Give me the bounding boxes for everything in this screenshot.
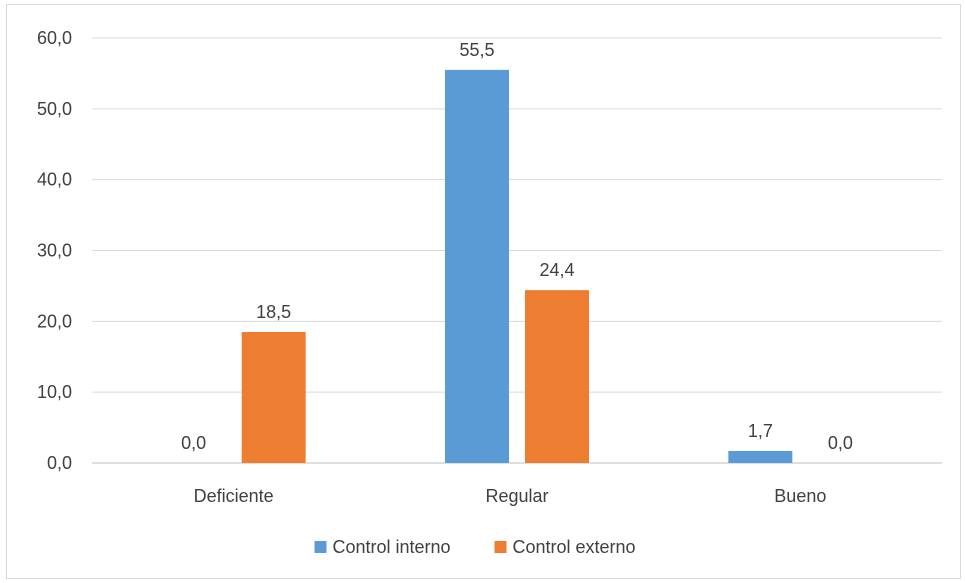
bar-control-interno-regular bbox=[445, 69, 509, 463]
legend-label: Control interno bbox=[333, 537, 451, 557]
data-label: 0,0 bbox=[828, 433, 853, 453]
y-tick-label: 0,0 bbox=[47, 453, 72, 473]
data-label: 0,0 bbox=[181, 433, 206, 453]
data-label: 55,5 bbox=[459, 40, 494, 60]
x-tick-label: Bueno bbox=[774, 486, 826, 506]
y-tick-label: 30,0 bbox=[37, 241, 72, 261]
x-tick-label: Regular bbox=[485, 486, 548, 506]
legend-swatch-control-interno bbox=[314, 541, 327, 553]
legend-swatch-control-externo bbox=[494, 541, 507, 553]
data-label: 24,4 bbox=[539, 260, 574, 280]
legend-label: Control externo bbox=[513, 537, 636, 557]
data-label: 1,7 bbox=[748, 421, 773, 441]
data-label: 18,5 bbox=[256, 302, 291, 322]
y-tick-label: 10,0 bbox=[37, 382, 72, 402]
bar-control-interno-bueno bbox=[728, 450, 793, 463]
y-tick-label: 60,0 bbox=[37, 28, 72, 48]
y-tick-label: 20,0 bbox=[37, 311, 72, 331]
y-tick-label: 40,0 bbox=[37, 170, 72, 190]
bar-control-externo-deficiente bbox=[241, 331, 306, 463]
bar-control-externo-regular bbox=[525, 290, 589, 463]
x-tick-label: Deficiente bbox=[194, 486, 274, 506]
y-tick-label: 50,0 bbox=[37, 99, 72, 119]
